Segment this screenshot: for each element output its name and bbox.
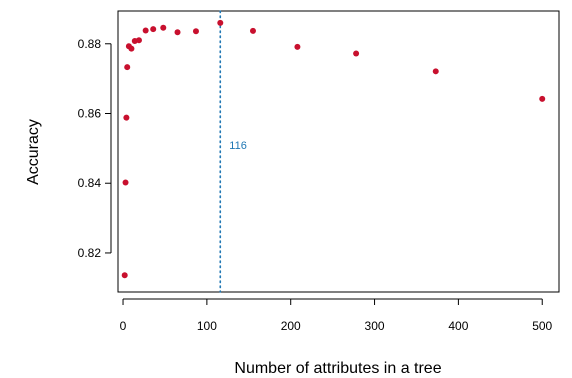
- data-point: [160, 24, 167, 31]
- data-point: [192, 28, 199, 35]
- y-tick-label: 0.86: [78, 106, 102, 120]
- y-tick-label: 0.82: [78, 246, 102, 260]
- x-tick-label: 400: [448, 319, 468, 333]
- data-point: [539, 95, 546, 102]
- plot-frame: [117, 10, 560, 293]
- y-axis-title: Accuracy: [25, 119, 42, 185]
- y-tick-label: 0.88: [78, 37, 102, 51]
- data-points: [121, 19, 546, 279]
- data-point: [150, 26, 157, 33]
- reference-line-label: 116: [229, 140, 247, 152]
- x-tick-label: 500: [532, 319, 552, 333]
- data-point: [135, 37, 142, 44]
- x-tick-label: 300: [365, 319, 385, 333]
- y-axis: 0.82 0.84 0.86 0.88: [78, 37, 112, 260]
- data-point: [174, 29, 181, 36]
- data-point: [294, 43, 301, 50]
- data-point: [121, 272, 128, 279]
- data-point: [353, 50, 360, 57]
- x-tick-label: 0: [120, 319, 127, 333]
- data-point: [123, 114, 130, 121]
- x-axis-title: Number of attributes in a tree: [234, 360, 441, 377]
- data-point: [124, 64, 131, 71]
- x-axis: 0 100 200 300 400 500: [120, 298, 553, 333]
- data-point: [249, 27, 256, 34]
- reference-line-group: 116: [219, 10, 247, 293]
- data-point: [142, 27, 149, 34]
- x-tick-label: 200: [281, 319, 301, 333]
- data-point: [122, 179, 129, 186]
- x-tick-label: 100: [197, 319, 217, 333]
- data-point: [128, 45, 135, 52]
- data-point: [217, 19, 224, 26]
- y-tick-label: 0.84: [78, 176, 102, 190]
- data-point: [432, 68, 439, 75]
